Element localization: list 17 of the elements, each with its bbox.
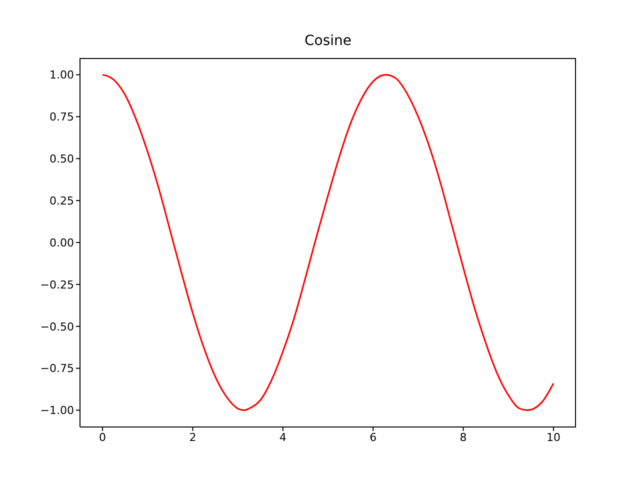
x-tick-label: 10 bbox=[546, 430, 560, 444]
x-tick-label: 4 bbox=[279, 430, 286, 444]
x-tick-label: 8 bbox=[460, 430, 467, 444]
y-tick-label: 0.00 bbox=[50, 236, 74, 250]
x-tick-label: 2 bbox=[189, 430, 196, 444]
x-tick-label: 6 bbox=[370, 430, 377, 444]
y-tick-label: −0.25 bbox=[40, 278, 74, 292]
chart-title: Cosine bbox=[303, 33, 352, 49]
y-tick-label: 0.25 bbox=[50, 194, 74, 208]
y-tick-label: −0.75 bbox=[40, 362, 74, 376]
y-tick-label: 0.50 bbox=[50, 152, 74, 166]
line-series bbox=[102, 74, 554, 412]
y-tick-label: 0.75 bbox=[50, 110, 74, 124]
y-tick-label: −1.00 bbox=[40, 404, 74, 418]
y-tick-label: −0.50 bbox=[40, 320, 74, 334]
y-tick-label: 1.00 bbox=[50, 68, 74, 82]
x-tick-label: 0 bbox=[99, 430, 106, 444]
